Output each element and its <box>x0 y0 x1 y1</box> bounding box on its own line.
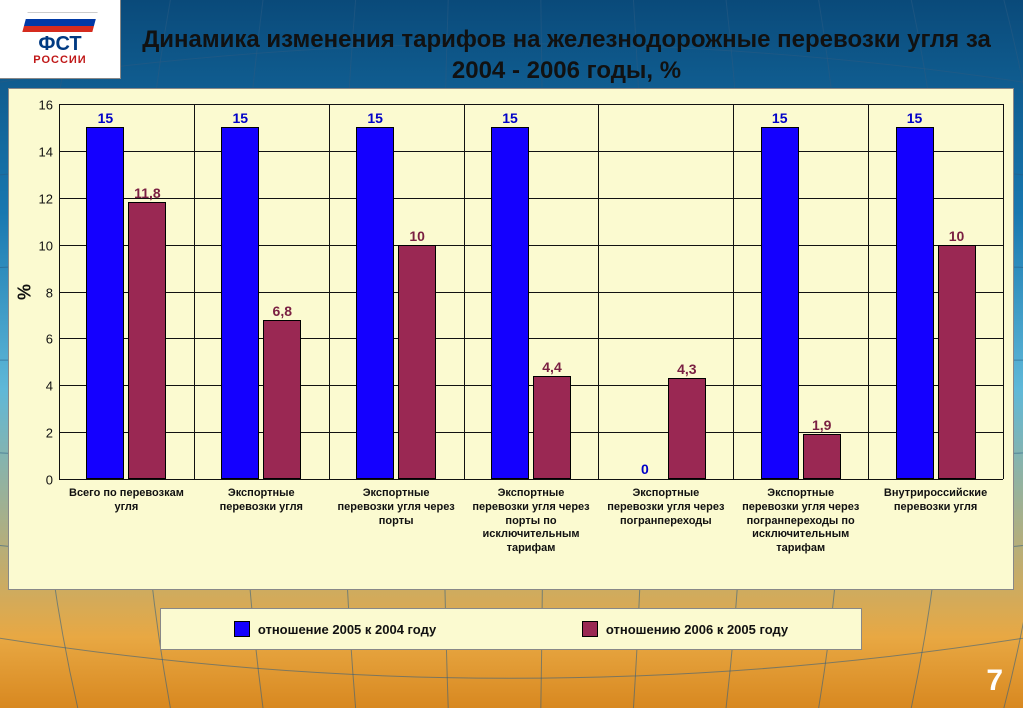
v-gridline <box>329 104 330 479</box>
y-tick-label: 0 <box>46 473 53 488</box>
bar-series1: 15 <box>491 127 529 479</box>
legend-item: отношение 2005 к 2004 году <box>234 621 436 637</box>
bar-value-label: 15 <box>502 110 518 126</box>
y-tick-label: 6 <box>46 332 53 347</box>
bar-series2: 10 <box>398 245 436 479</box>
h-gridline: 4 <box>59 385 1003 386</box>
bar-value-label: 0 <box>641 461 649 477</box>
bar-value-label: 4,4 <box>542 359 561 375</box>
bar-series2: 10 <box>938 245 976 479</box>
h-gridline: 6 <box>59 338 1003 339</box>
bar-series1: 15 <box>761 127 799 479</box>
bar-series2: 6,8 <box>263 320 301 479</box>
logo: ФСТ РОССИИ <box>0 0 121 79</box>
category-label: Внутрироссийские перевозки угля <box>876 487 996 515</box>
v-gridline <box>598 104 599 479</box>
h-gridline: 10 <box>59 245 1003 246</box>
bar-value-label: 4,3 <box>677 361 696 377</box>
legend-swatch <box>234 621 250 637</box>
legend-swatch <box>582 621 598 637</box>
bar-series1: 15 <box>86 127 124 479</box>
bar-value-label: 10 <box>949 228 965 244</box>
y-tick-label: 4 <box>46 379 53 394</box>
category-label: Экспортные перевозки угля через погранпе… <box>741 487 861 556</box>
bar-value-label: 15 <box>232 110 248 126</box>
v-gridline <box>464 104 465 479</box>
bar-series2: 11,8 <box>128 202 166 479</box>
legend-label: отношение 2005 к 2004 году <box>258 622 436 637</box>
h-gridline: 14 <box>59 151 1003 152</box>
page-number: 7 <box>986 664 1003 698</box>
plot-area: % 02468101214161511,8Всего по перевозкам… <box>59 104 1003 479</box>
h-gridline: 16 <box>59 104 1003 105</box>
chart-legend: отношение 2005 к 2004 году отношению 2006… <box>160 608 862 650</box>
category-label: Экспортные перевозки угля <box>201 487 321 515</box>
legend-item: отношению 2006 к 2005 году <box>582 621 788 637</box>
slide-title: Динамика изменения тарифов на железнодор… <box>140 24 993 86</box>
slide: ФСТ РОССИИ Динамика изменения тарифов на… <box>0 0 1023 708</box>
h-gridline: 12 <box>59 198 1003 199</box>
bar-value-label: 6,8 <box>273 303 292 319</box>
category-label: Всего по перевозкам угля <box>66 487 186 515</box>
v-gridline <box>733 104 734 479</box>
y-axis-title: % <box>15 283 36 299</box>
bar-value-label: 15 <box>367 110 383 126</box>
bar-value-label: 11,8 <box>134 185 160 201</box>
bar-series1: 15 <box>896 127 934 479</box>
bar-series1: 15 <box>356 127 394 479</box>
bar-series1: 15 <box>221 127 259 479</box>
y-tick-label: 14 <box>39 144 53 159</box>
legend-label: отношению 2006 к 2005 году <box>606 622 788 637</box>
v-gridline <box>59 104 60 479</box>
bar-series2: 4,4 <box>533 376 571 479</box>
bar-value-label: 15 <box>772 110 788 126</box>
logo-text-sub: РОССИИ <box>33 54 86 66</box>
v-gridline <box>868 104 869 479</box>
category-label: Экспортные перевозки угля через порты <box>336 487 456 528</box>
category-label: Экспортные перевозки угля через порты по… <box>471 487 591 556</box>
h-gridline: 0 <box>59 479 1003 480</box>
h-gridline: 2 <box>59 432 1003 433</box>
logo-flag <box>22 12 97 32</box>
bar-series2: 1,9 <box>803 434 841 479</box>
bar-value-label: 1,9 <box>812 417 831 433</box>
y-tick-label: 16 <box>39 98 53 113</box>
bar-value-label: 10 <box>409 228 425 244</box>
bar-value-label: 15 <box>907 110 923 126</box>
y-tick-label: 8 <box>46 285 53 300</box>
bar-chart: % 02468101214161511,8Всего по перевозкам… <box>8 88 1014 590</box>
h-gridline: 8 <box>59 292 1003 293</box>
bar-series2: 4,3 <box>668 378 706 479</box>
y-tick-label: 12 <box>39 191 53 206</box>
category-label: Экспортные перевозки угля через погранпе… <box>606 487 726 528</box>
v-gridline <box>194 104 195 479</box>
y-tick-label: 10 <box>39 238 53 253</box>
v-gridline <box>1003 104 1004 479</box>
logo-text-main: ФСТ <box>38 34 81 54</box>
bar-value-label: 15 <box>98 110 114 126</box>
y-tick-label: 2 <box>46 426 53 441</box>
